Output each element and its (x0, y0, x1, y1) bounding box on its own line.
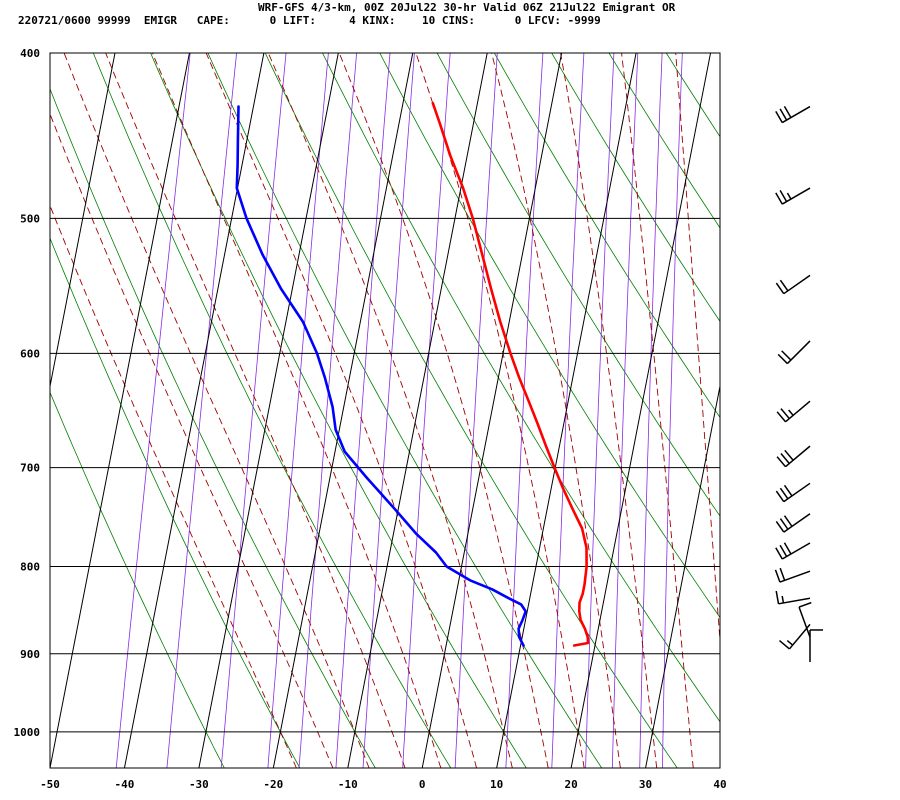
profile-line-1 (431, 101, 590, 647)
moist-adiabat (621, 53, 694, 768)
chart-title: WRF-GFS 4/3-km, 00Z 20Jul22 30-hr Valid … (258, 1, 676, 14)
dry-adiabat (551, 53, 720, 323)
mixing-ratio-line (639, 53, 663, 768)
dry-adiabat (150, 53, 527, 768)
mixing-ratio-line (612, 53, 639, 768)
profile-line-2 (235, 105, 527, 647)
x-tick-label: 30 (639, 778, 652, 791)
moist-adiabat (50, 112, 334, 768)
wind-barb (776, 445, 811, 468)
isotherm-line (198, 53, 339, 768)
dry-adiabat (494, 53, 720, 419)
dry-adiabat (838, 53, 900, 768)
wind-barb (775, 105, 811, 124)
moist-adiabat (675, 53, 720, 647)
moist-adiabat (415, 53, 585, 768)
wind-barb (775, 274, 811, 295)
mixing-ratio-line (454, 53, 498, 768)
moist-adiabat (152, 53, 442, 768)
dry-adiabat (896, 53, 900, 768)
x-tick-label: -20 (263, 778, 283, 791)
dry-adiabats (50, 53, 900, 768)
y-tick-label: 500 (20, 212, 40, 225)
dry-adiabat (207, 53, 603, 768)
x-tick-label: 20 (564, 778, 577, 791)
isotherm-line (50, 53, 116, 389)
mixing-ratio-line (551, 53, 585, 768)
mixing-ratio-lines (115, 53, 683, 768)
wind-barb (774, 567, 811, 583)
x-tick-label: 10 (490, 778, 503, 791)
wind-barb (775, 187, 811, 205)
y-tick-label: 400 (20, 47, 40, 60)
y-tick-label: 1000 (14, 726, 41, 739)
isotherm-line (570, 53, 712, 768)
mixing-ratio-line (585, 53, 615, 768)
x-tick-label: 40 (713, 778, 726, 791)
sounding-profiles (235, 101, 590, 647)
sounding-indices: 220721/0600 99999 EMIGR CAPE: 0 LIFT: 4 … (18, 14, 601, 27)
x-tick-label: -40 (115, 778, 135, 791)
y-tick-label: 800 (20, 561, 40, 574)
mixing-ratio-line (166, 53, 237, 768)
mixing-ratio-line (402, 53, 451, 768)
plot-frame (49, 52, 721, 769)
x-tick-labels: -50 -40 -30 -20 -10 0 10 20 30 40 (40, 778, 727, 791)
mixing-ratio-line (267, 53, 329, 768)
moist-adiabats (50, 53, 767, 768)
moist-adiabat (50, 204, 297, 768)
y-tick-label: 700 (20, 462, 40, 475)
wind-barb (775, 542, 811, 560)
wind-barb (775, 482, 811, 503)
wind-barb (798, 601, 812, 638)
mixing-ratio-line (298, 53, 357, 768)
wind-barb (809, 629, 823, 662)
chart-header: WRF-GFS 4/3-km, 00Z 20Jul22 30-hr Valid … (0, 0, 900, 34)
mixing-ratio-line (505, 53, 544, 768)
dry-adiabat (724, 53, 900, 768)
grid-lines (50, 53, 720, 768)
dry-adiabat (379, 53, 720, 619)
dry-adiabat (92, 53, 452, 768)
mixing-ratio-line (115, 53, 191, 768)
mixing-ratio-line (335, 53, 391, 768)
isotherm-line (50, 53, 190, 768)
x-tick-label: 0 (419, 778, 426, 791)
y-tick-labels: 400 500 600 700 800 900 1000 (14, 47, 41, 739)
dry-adiabat (322, 53, 720, 723)
dry-adiabat (264, 53, 678, 768)
isotherm-line (645, 383, 720, 768)
isotherm-line (272, 53, 414, 768)
x-tick-label: -50 (40, 778, 60, 791)
wind-barb (775, 513, 811, 533)
wind-barb (775, 590, 811, 605)
isotherm-line (347, 53, 488, 768)
moist-adiabat (338, 53, 549, 768)
mixing-ratio-line (662, 53, 683, 768)
dry-adiabat (50, 237, 301, 768)
isotherm-line (421, 53, 563, 768)
moist-adiabat (491, 53, 621, 768)
dry-adiabat (436, 53, 720, 517)
moist-adiabat (725, 53, 767, 768)
y-tick-label: 600 (20, 347, 40, 360)
isotherm-line (123, 53, 265, 768)
y-tick-label: 900 (20, 648, 40, 661)
dry-adiabat (50, 391, 225, 768)
moist-adiabat (267, 53, 513, 768)
moist-adiabat (205, 53, 478, 768)
dry-adiabat (50, 87, 376, 768)
wind-barb (777, 340, 811, 365)
x-tick-label: -10 (338, 778, 358, 791)
mixing-ratio-line (362, 53, 415, 768)
isotherm-line (496, 53, 637, 768)
moist-adiabat (63, 53, 370, 768)
wind-barb (776, 400, 811, 423)
x-tick-label: -30 (189, 778, 209, 791)
wind-barbs (774, 105, 823, 662)
dry-adiabat (608, 53, 720, 229)
mixing-ratio-line (220, 53, 287, 768)
wind-barb (778, 623, 811, 650)
